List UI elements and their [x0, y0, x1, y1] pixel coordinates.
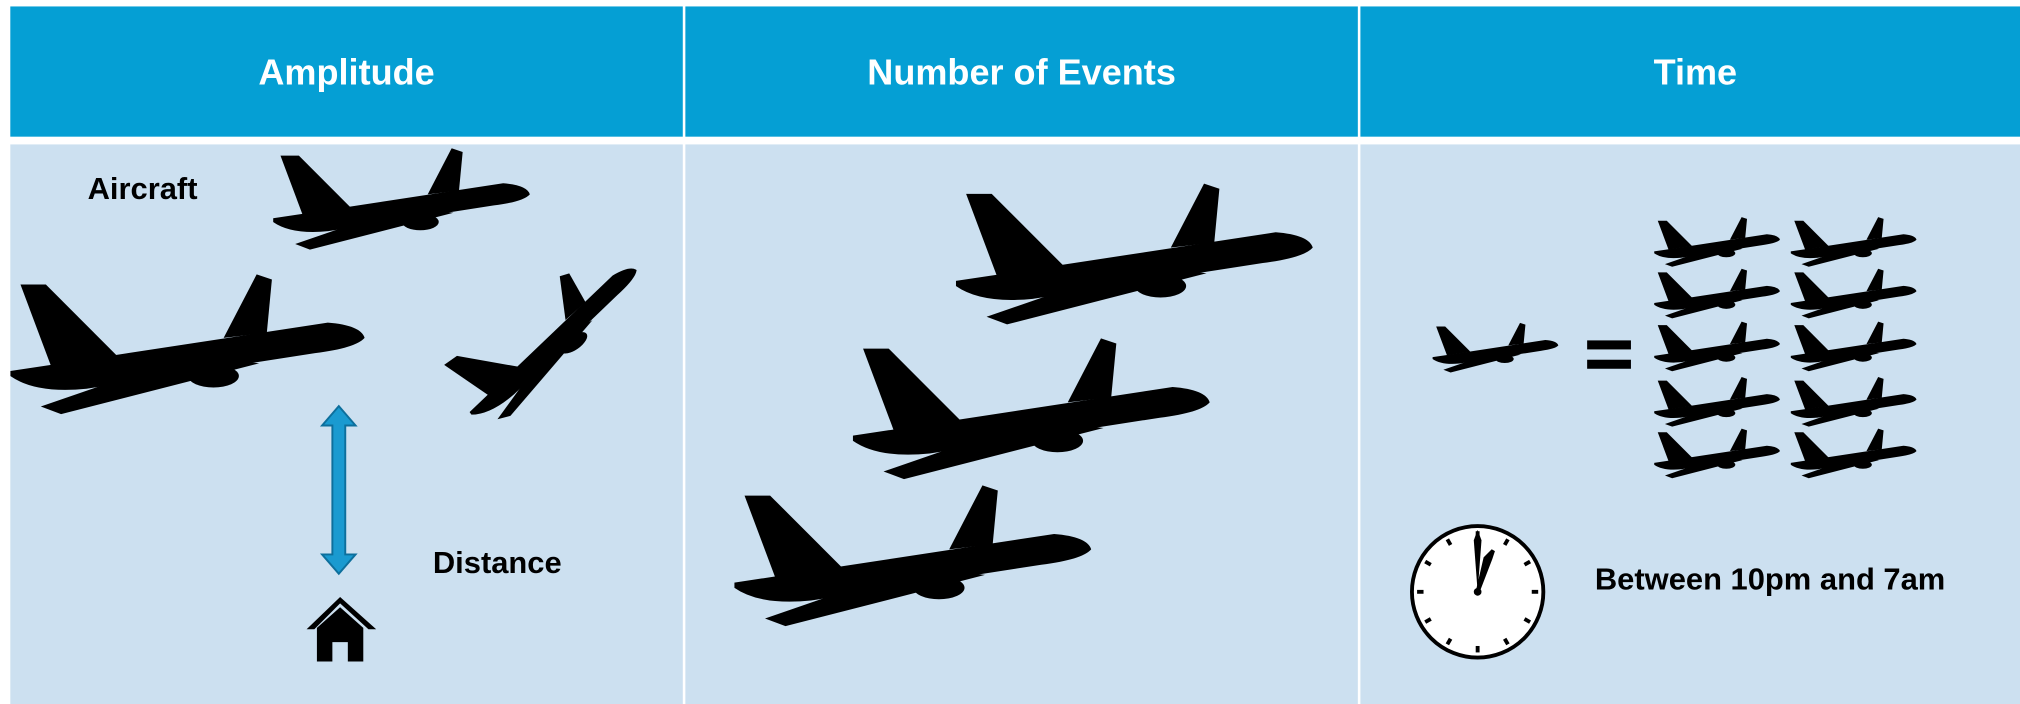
clock-tick: [1503, 538, 1510, 546]
header-cell: [1360, 6, 2020, 137]
equals-sign: [1587, 340, 1631, 369]
clock-tick: [1445, 538, 1453, 546]
label: Aircraft: [88, 171, 198, 206]
header-text: Amplitude: [258, 51, 434, 92]
header-cell: [10, 6, 683, 137]
header-text: Number of Events: [867, 51, 1176, 92]
header-text: Time: [1654, 51, 1738, 92]
label: Distance: [433, 545, 562, 580]
label: Between 10pm and 7am: [1595, 562, 1945, 597]
header-cell: [685, 6, 1358, 137]
clock-tick: [1523, 559, 1532, 567]
clock-tick: [1424, 617, 1432, 624]
clock-tick: [1523, 617, 1532, 624]
house-icon: [306, 596, 377, 662]
clock-tick: [1445, 637, 1453, 646]
clock-tick: [1503, 637, 1510, 646]
clock-icon: [1410, 524, 1546, 660]
distance-arrow: [319, 404, 358, 576]
clock-tick: [1424, 559, 1432, 567]
